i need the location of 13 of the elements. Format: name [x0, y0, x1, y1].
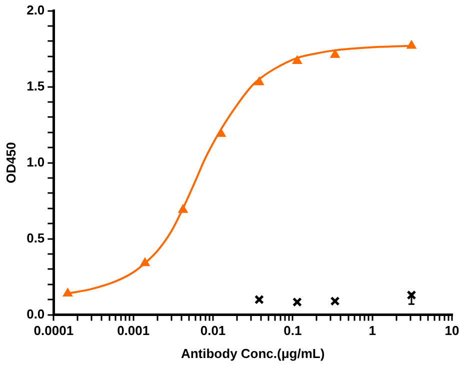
y-axis-title: OD450 — [3, 142, 18, 184]
x-tick-label: 1 — [368, 323, 376, 338]
x-tick-label: 10 — [444, 323, 460, 338]
y-tick-label: 2.0 — [26, 2, 45, 18]
y-tick-label: 0.5 — [26, 230, 45, 246]
y-tick-label: 1.5 — [26, 78, 45, 94]
x-tick-label: 0.001 — [117, 323, 150, 338]
x-axis-title: Antibody Conc.(μg/mL) — [180, 346, 325, 361]
y-tick-label: 1.0 — [26, 154, 45, 170]
x-tick-label: 0.0001 — [34, 323, 74, 338]
x-tick-label: 0.01 — [200, 323, 226, 338]
y-tick-label: 0.0 — [26, 306, 45, 322]
x-tick-label: 0.1 — [284, 323, 302, 338]
